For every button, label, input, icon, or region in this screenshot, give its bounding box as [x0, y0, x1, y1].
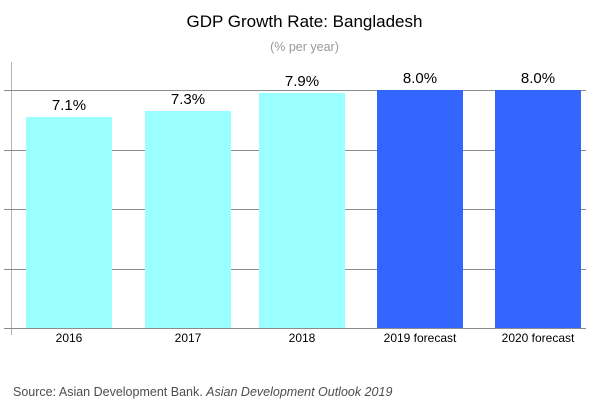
source-publication: Asian Development Outlook 2019 [206, 385, 393, 399]
x-tick-label-2016: 2016 [55, 331, 83, 345]
value-label-2017: 7.3% [170, 91, 206, 108]
value-label-2020-forecast: 8.0% [520, 70, 556, 87]
bar-2017 [145, 111, 231, 328]
bar-2016 [26, 117, 112, 328]
value-label-2016: 7.1% [51, 97, 87, 114]
bar-2020-forecast [495, 90, 581, 328]
bar-2018 [259, 93, 345, 328]
source-prefix: Source: Asian Development Bank. [13, 385, 207, 399]
source-note: Source: Asian Development Bank. Asian De… [13, 385, 392, 400]
bar-2019-forecast [377, 90, 463, 328]
gridline-0 [4, 328, 586, 329]
y-axis-line [11, 62, 12, 335]
x-tick-label-2020-forecast: 2020 forecast [501, 331, 575, 345]
value-label-2018: 7.9% [284, 73, 320, 90]
chart-subtitle: (% per year) [270, 40, 339, 54]
x-tick-label-2017: 2017 [174, 331, 202, 345]
gridline-8 [4, 90, 586, 91]
value-label-2019-forecast: 8.0% [402, 70, 438, 87]
chart-title: GDP Growth Rate: Bangladesh [186, 12, 423, 31]
x-tick-label-2018: 2018 [288, 331, 316, 345]
x-tick-label-2019-forecast: 2019 forecast [383, 331, 457, 345]
